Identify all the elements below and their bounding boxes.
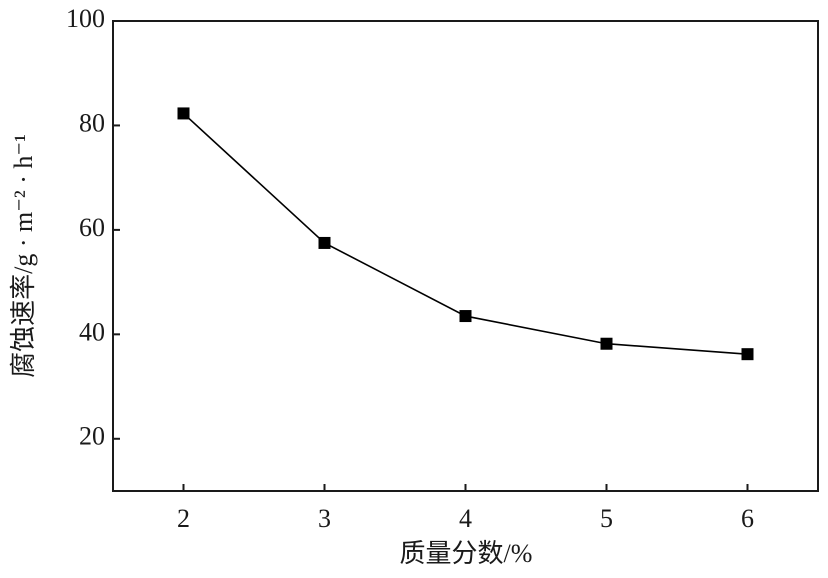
x-axis-label: 质量分数/%: [400, 539, 533, 568]
y-axis-label: 腐蚀速率/g · m⁻² · h⁻¹: [9, 134, 38, 378]
x-tick-label: 3: [318, 504, 331, 533]
y-tick-label: 80: [79, 108, 105, 137]
data-point: [600, 337, 613, 350]
data-point: [459, 310, 472, 323]
x-tick-label: 2: [177, 504, 190, 533]
plot-frame: [112, 20, 819, 492]
data-point: [177, 107, 190, 120]
x-tick-label: 4: [459, 504, 472, 533]
x-tick-label: 5: [600, 504, 613, 533]
y-tick-label: 40: [79, 317, 105, 346]
y-tick-label: 100: [66, 4, 105, 33]
y-tick-label: 60: [79, 213, 105, 242]
y-tick-label: 20: [79, 422, 105, 451]
data-point: [741, 348, 754, 361]
data-point: [318, 236, 331, 249]
x-tick-label: 6: [741, 504, 754, 533]
